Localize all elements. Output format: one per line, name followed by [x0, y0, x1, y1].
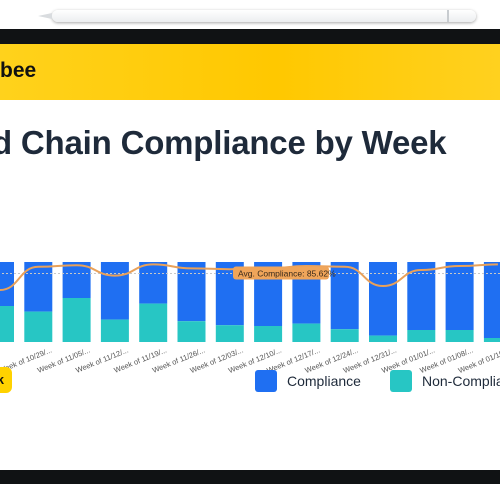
page-title: d Chain Compliance by Week [0, 124, 447, 161]
tablet-screen: bee d Chain Compliance by Week Avg. Comp… [0, 44, 500, 470]
non-compliance-swatch [390, 370, 412, 392]
bar-compliance [369, 262, 397, 336]
bar-compliance [483, 262, 500, 338]
bar-non-compliance [445, 330, 474, 342]
bar-non-compliance [139, 303, 168, 342]
bar-non-compliance [24, 311, 53, 342]
legend-compliance: Compliance [255, 370, 361, 392]
bar-non-compliance [254, 326, 283, 342]
brand-logo-text: bee [0, 59, 37, 82]
average-label: Avg. Compliance: 85.62% [233, 266, 336, 280]
average-label-text: Avg. Compliance: 85.62% [238, 269, 336, 279]
period-toggle-pill[interactable]: k [0, 367, 12, 393]
chart-bars [0, 262, 500, 342]
bar-non-compliance [369, 335, 397, 342]
legend-non-compliance: Non-Complia [390, 370, 500, 392]
legend-non-compliance-label: Non-Complia [422, 373, 500, 389]
bar-non-compliance [62, 298, 91, 342]
bar-non-compliance [292, 323, 321, 342]
bar-compliance [0, 262, 14, 306]
stylus-pencil [38, 10, 476, 22]
bar-non-compliance [215, 325, 244, 342]
compliance-chart: Avg. Compliance: 85.62% Week of 10/29/..… [0, 262, 500, 375]
bar-compliance [62, 262, 91, 298]
bar-compliance [177, 262, 206, 322]
bar-compliance [445, 262, 474, 330]
stylus-tip [38, 13, 52, 19]
bar-compliance [100, 262, 129, 320]
bar-non-compliance [177, 321, 206, 342]
compliance-swatch [255, 370, 277, 392]
bar-non-compliance [483, 338, 500, 342]
bar-compliance [139, 262, 168, 304]
bar-non-compliance [0, 306, 14, 342]
legend-compliance-label: Compliance [287, 373, 361, 389]
stylus-band [447, 10, 449, 22]
bar-non-compliance [100, 319, 129, 342]
bar-non-compliance [407, 330, 436, 342]
top-bar: bee [0, 44, 500, 100]
bar-non-compliance [330, 329, 359, 342]
